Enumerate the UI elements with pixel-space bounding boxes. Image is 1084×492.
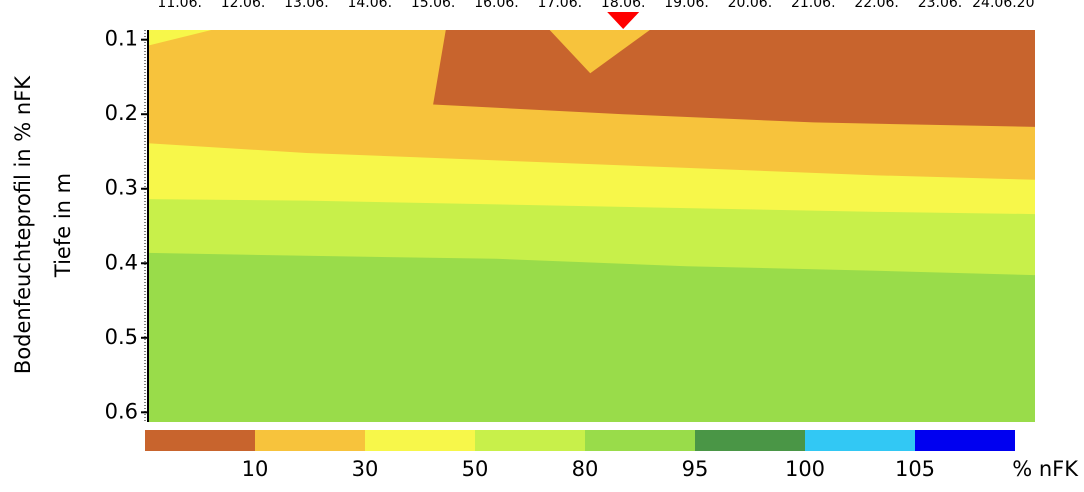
- contour-patch: [433, 30, 1035, 127]
- x-tick-label: 16.06.: [474, 0, 519, 11]
- y-tick-label: 0.4: [105, 250, 138, 274]
- x-tick-label: 22.06.: [854, 0, 899, 11]
- x-tick-label: 19.06.: [664, 0, 709, 11]
- colorbar-label: 30: [352, 457, 379, 481]
- y-axis-title: Bodenfeuchteprofil in % nFK: [11, 75, 35, 374]
- x-tick-label: 15.06.: [411, 0, 456, 11]
- x-tick-label: 14.06.: [347, 0, 392, 11]
- colorbar-label: 80: [572, 457, 599, 481]
- colorbar-swatch: [695, 430, 805, 451]
- colorbar-swatch: [585, 430, 695, 451]
- contour-band: [148, 252, 1035, 422]
- y-tick-label: 0.2: [105, 101, 138, 125]
- x-tick-label: 24.06.20: [972, 0, 1034, 11]
- colorbar-label: 10: [242, 457, 269, 481]
- colorbar-swatch: [365, 430, 475, 451]
- contour-patch: [148, 30, 212, 46]
- y-tick-label: 0.5: [105, 325, 138, 349]
- colorbar-swatch: [145, 430, 255, 451]
- x-tick-label: 21.06.: [791, 0, 836, 11]
- colorbar-label: 95: [682, 457, 709, 481]
- y-tick-label: 0.6: [105, 399, 138, 423]
- colorbar-unit: % nFK: [1012, 457, 1079, 481]
- colorbar-swatch: [915, 430, 1015, 451]
- x-tick-label: 20.06.: [728, 0, 773, 11]
- colorbar-label: 100: [785, 457, 825, 481]
- x-tick-label: 18.06.: [601, 0, 646, 11]
- y-axis-subtitle: Tiefe in m: [51, 173, 75, 278]
- x-tick-label: 11.06.: [157, 0, 202, 11]
- x-tick-label: 23.06.: [918, 0, 963, 11]
- colorbar-swatch: [475, 430, 585, 451]
- colorbar-swatch: [805, 430, 915, 451]
- date-marker: [607, 12, 640, 29]
- x-tick-label: 17.06.: [538, 0, 583, 11]
- colorbar-swatch: [255, 430, 365, 451]
- colorbar-label: 105: [895, 457, 935, 481]
- y-tick-label: 0.3: [105, 176, 138, 200]
- colorbar-label: 50: [462, 457, 489, 481]
- x-tick-label: 13.06.: [284, 0, 329, 11]
- y-tick-label: 0.1: [105, 27, 138, 51]
- x-tick-label: 12.06.: [221, 0, 266, 11]
